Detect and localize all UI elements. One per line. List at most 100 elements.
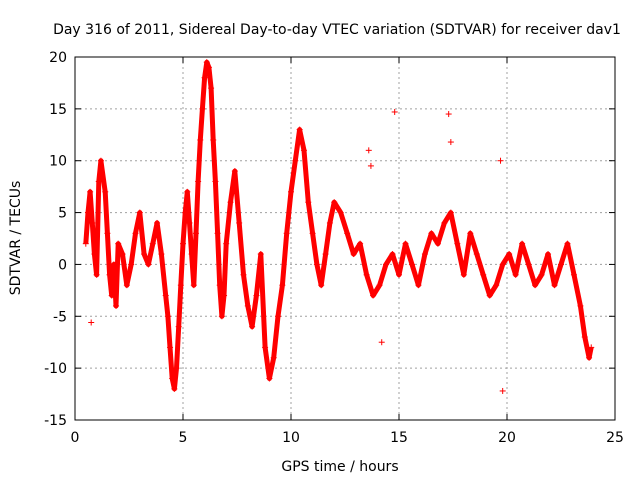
data-point xyxy=(123,282,130,289)
data-points xyxy=(82,59,595,394)
data-point xyxy=(434,240,441,247)
data-point xyxy=(89,219,96,226)
data-point xyxy=(318,282,325,289)
data-point xyxy=(493,282,500,289)
data-point xyxy=(570,271,577,278)
data-point xyxy=(221,292,228,299)
data-point xyxy=(240,271,247,278)
y-tick-label: 15 xyxy=(49,102,67,118)
data-point xyxy=(376,282,383,289)
data-point xyxy=(326,219,333,226)
data-point xyxy=(460,271,467,278)
outlier-point xyxy=(391,108,398,115)
outlier-point xyxy=(88,319,95,326)
data-point xyxy=(93,271,100,278)
series-cloud xyxy=(83,59,594,392)
data-point xyxy=(188,251,195,258)
data-point xyxy=(182,209,189,216)
data-point xyxy=(402,240,409,247)
data-point xyxy=(408,261,415,268)
data-point xyxy=(223,240,230,247)
data-point xyxy=(192,230,199,237)
data-point xyxy=(154,219,161,226)
data-point xyxy=(167,344,174,351)
data-point xyxy=(337,209,344,216)
data-point xyxy=(309,230,316,237)
data-point xyxy=(195,178,202,185)
data-point xyxy=(512,271,519,278)
data-point xyxy=(110,261,117,268)
data-point xyxy=(519,240,526,247)
data-point xyxy=(249,323,256,330)
data-point xyxy=(415,282,422,289)
data-point xyxy=(588,344,595,351)
data-point xyxy=(145,261,152,268)
data-point xyxy=(296,126,303,133)
data-point xyxy=(305,199,312,206)
data-point xyxy=(95,178,102,185)
data-point xyxy=(441,219,448,226)
data-point xyxy=(257,251,264,258)
x-tick-label: 20 xyxy=(498,430,516,446)
data-point xyxy=(279,282,286,289)
data-point xyxy=(292,157,299,164)
data-point xyxy=(262,344,269,351)
data-point xyxy=(97,157,104,164)
data-point xyxy=(357,240,364,247)
data-point xyxy=(136,209,143,216)
data-point xyxy=(499,261,506,268)
data-point xyxy=(564,240,571,247)
data-point xyxy=(115,240,122,247)
data-point xyxy=(84,209,91,216)
data-point xyxy=(447,209,454,216)
data-point xyxy=(104,230,111,237)
data-point xyxy=(203,59,210,66)
data-point xyxy=(322,251,329,258)
data-point xyxy=(171,385,178,392)
data-point xyxy=(389,251,396,258)
data-point xyxy=(108,292,115,299)
y-tick-label: 0 xyxy=(58,257,67,273)
x-tick-label: 25 xyxy=(606,430,624,446)
data-point xyxy=(216,282,223,289)
data-point xyxy=(177,282,184,289)
x-tick-label: 0 xyxy=(71,430,80,446)
data-point xyxy=(480,271,487,278)
data-point xyxy=(421,251,428,258)
data-point xyxy=(106,271,113,278)
data-point xyxy=(454,240,461,247)
x-axis-label: GPS time / hours xyxy=(281,459,398,475)
data-point xyxy=(473,251,480,258)
outlier-point xyxy=(499,387,506,394)
data-point xyxy=(205,64,212,71)
data-point xyxy=(173,365,180,372)
data-point xyxy=(244,302,251,309)
data-point xyxy=(545,251,552,258)
data-point xyxy=(344,230,351,237)
data-point xyxy=(236,219,243,226)
data-point xyxy=(300,147,307,154)
outlier-point xyxy=(365,147,372,154)
chart-title: Day 316 of 2011, Sidereal Day-to-day VTE… xyxy=(53,22,621,38)
data-point xyxy=(119,251,126,258)
data-point xyxy=(227,199,234,206)
data-point xyxy=(266,375,273,382)
data-point xyxy=(214,230,221,237)
data-point xyxy=(486,292,493,299)
data-point xyxy=(581,334,588,341)
y-axis-label: SDTVAR / TECUs xyxy=(8,181,24,296)
data-point xyxy=(532,282,539,289)
data-point xyxy=(164,313,171,320)
y-tick-label: 5 xyxy=(58,206,67,222)
data-point xyxy=(270,354,277,361)
data-point xyxy=(210,136,217,143)
data-point xyxy=(162,292,169,299)
grid xyxy=(75,57,615,420)
data-point xyxy=(91,251,98,258)
data-point xyxy=(467,230,474,237)
data-point xyxy=(218,313,225,320)
y-tick-label: 20 xyxy=(49,50,67,66)
data-point xyxy=(82,240,89,247)
y-tick-label: -15 xyxy=(44,413,67,429)
data-point xyxy=(586,354,593,361)
